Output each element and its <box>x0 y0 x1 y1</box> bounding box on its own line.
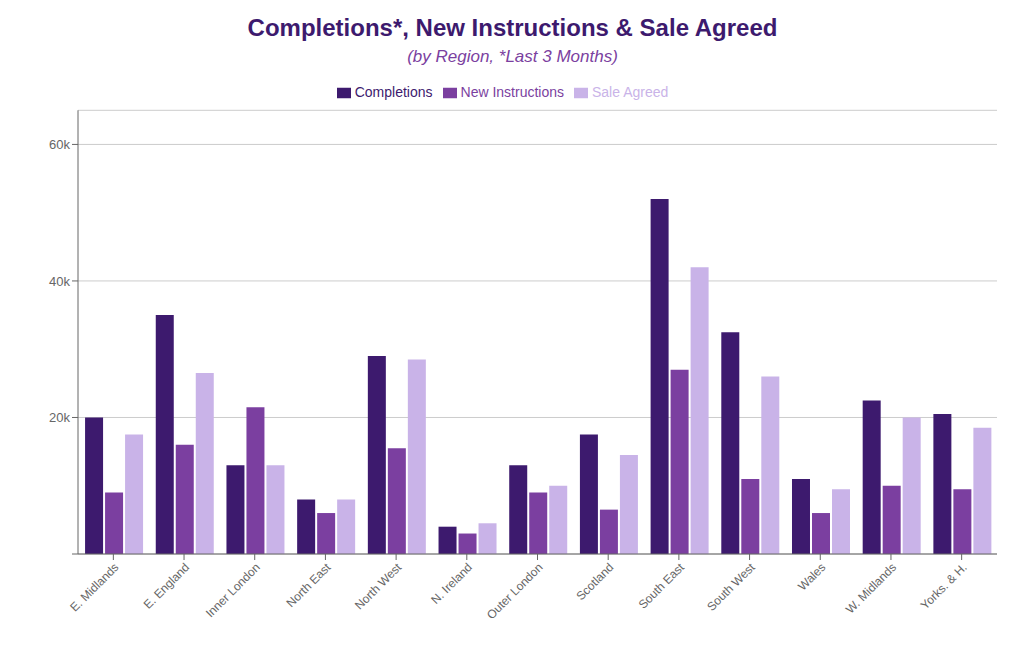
svg-text:North West: North West <box>352 560 405 613</box>
svg-text:Wales: Wales <box>795 560 828 593</box>
svg-text:E. England: E. England <box>141 560 192 611</box>
svg-text:E. Midlands: E. Midlands <box>67 560 121 614</box>
svg-text:20k: 20k <box>49 410 70 425</box>
svg-text:South East: South East <box>636 560 688 612</box>
html-text:New Instructions: New Instructions <box>460 84 564 100</box>
svg-text:N. Ireland: N. Ireland <box>428 560 475 607</box>
html-text:Sale Agreed: Sale Agreed <box>592 84 669 100</box>
svg-text:Outer London: Outer London <box>484 560 546 622</box>
svg-text:Yorks. & H.: Yorks. & H. <box>918 560 970 612</box>
svg-text:North East: North East <box>284 560 334 610</box>
html-text:(by Region, *Last 3 Months): (by Region, *Last 3 Months) <box>407 47 618 66</box>
html-text:Completions*, New Instructions: Completions*, New Instructions & Sale Ag… <box>247 14 778 41</box>
svg-text:60k: 60k <box>49 137 70 152</box>
svg-text:Scotland: Scotland <box>573 560 616 603</box>
svg-text:South West: South West <box>704 560 758 614</box>
svg-text:W. Midlands: W. Midlands <box>843 560 899 616</box>
svg-text:40k: 40k <box>49 274 70 289</box>
html-text:Completions: Completions <box>354 84 433 100</box>
svg-text:Inner London: Inner London <box>203 560 263 620</box>
